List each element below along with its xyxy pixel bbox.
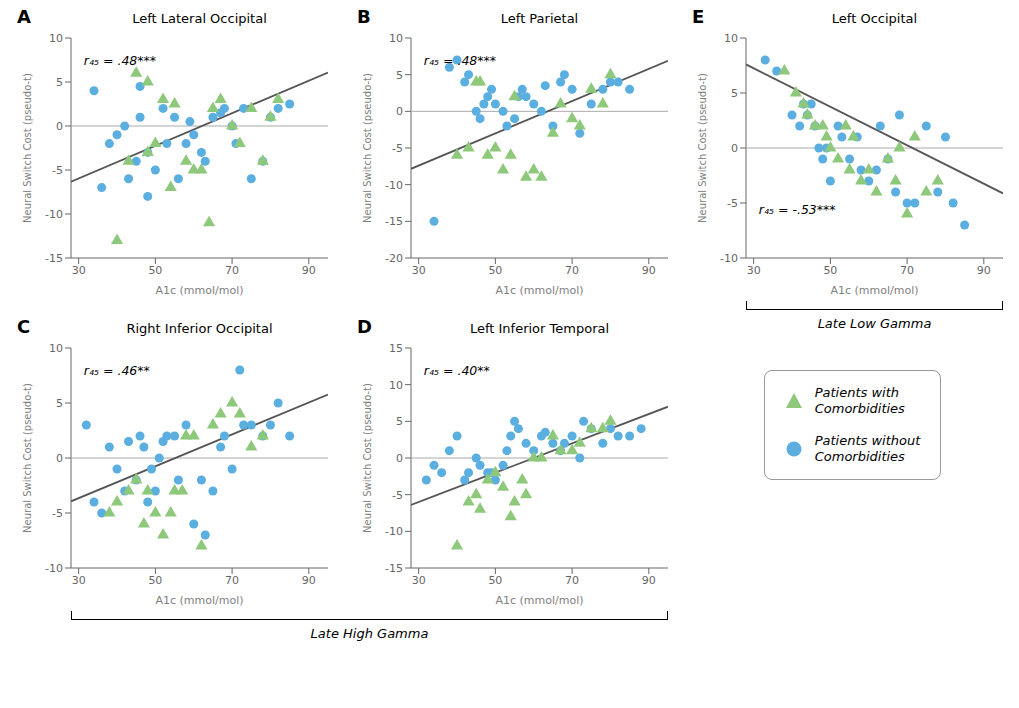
html-text:Left Occipital: Left Occipital (831, 11, 918, 26)
svg-text:-5: -5 (727, 197, 738, 210)
svg-text:10: 10 (724, 32, 738, 45)
html-text:Late Low Gamma: Late Low Gamma (817, 316, 932, 331)
svg-text:30: 30 (72, 574, 86, 587)
svg-text:A1c (mmol/mol): A1c (mmol/mol) (495, 284, 583, 297)
html-text:Left Parietal: Left Parietal (500, 11, 579, 26)
html-text:Left Inferior Temporal: Left Inferior Temporal (469, 321, 610, 336)
svg-text:0: 0 (396, 105, 403, 118)
html-text:Left Lateral Occipital: Left Lateral Occipital (132, 11, 267, 26)
svg-text:Neural Switch Cost (pseudo-t): Neural Switch Cost (pseudo-t) (22, 383, 33, 533)
svg-text:5: 5 (731, 87, 738, 100)
svg-text:5: 5 (56, 76, 63, 89)
svg-text:10: 10 (389, 379, 403, 392)
html-text:r₄₅ = .48***: r₄₅ = .48*** (423, 53, 497, 69)
svg-text:Neural Switch Cost (pseudo-t): Neural Switch Cost (pseudo-t) (362, 383, 373, 533)
svg-text:-5: -5 (392, 142, 403, 155)
svg-text:-20: -20 (385, 252, 403, 265)
html-text:Late High Gamma: Late High Gamma (310, 626, 429, 641)
svg-text:5: 5 (56, 397, 63, 410)
svg-text:15: 15 (389, 342, 403, 355)
html-text:r₄₅ = .46**: r₄₅ = .46** (83, 363, 150, 379)
svg-text:50: 50 (488, 264, 502, 277)
svg-text:-15: -15 (45, 252, 63, 265)
svg-text:-15: -15 (385, 215, 403, 228)
svg-text:50: 50 (148, 264, 162, 277)
html-text:C: C (17, 316, 31, 337)
html-text:r₄₅ = -.53***: r₄₅ = -.53*** (758, 202, 836, 218)
html-text:r₄₅ = .40**: r₄₅ = .40** (423, 363, 490, 379)
svg-text:5: 5 (396, 69, 403, 82)
svg-text:-5: -5 (52, 507, 63, 520)
svg-text:-10: -10 (45, 208, 63, 221)
html-text:B: B (357, 6, 371, 27)
svg-text:30: 30 (747, 264, 761, 277)
svg-text:-15: -15 (385, 562, 403, 575)
svg-text:50: 50 (823, 264, 837, 277)
svg-text:30: 30 (412, 574, 426, 587)
svg-text:90: 90 (302, 264, 316, 277)
svg-text:-10: -10 (45, 562, 63, 575)
svg-text:0: 0 (56, 452, 63, 465)
svg-text:0: 0 (56, 120, 63, 133)
svg-text:30: 30 (412, 264, 426, 277)
svg-text:70: 70 (565, 574, 579, 587)
svg-text:A1c (mmol/mol): A1c (mmol/mol) (495, 594, 583, 607)
svg-text:30: 30 (72, 264, 86, 277)
svg-text:-5: -5 (392, 489, 403, 502)
svg-text:-10: -10 (385, 179, 403, 192)
svg-text:70: 70 (900, 264, 914, 277)
svg-text:5: 5 (396, 415, 403, 428)
svg-text:A1c (mmol/mol): A1c (mmol/mol) (830, 284, 918, 297)
svg-text:50: 50 (148, 574, 162, 587)
svg-text:10: 10 (49, 32, 63, 45)
html-text:E: E (692, 6, 705, 27)
svg-text:Neural Switch Cost (pseudo-t): Neural Switch Cost (pseudo-t) (362, 73, 373, 223)
svg-text:-10: -10 (385, 525, 403, 538)
svg-text:A1c (mmol/mol): A1c (mmol/mol) (155, 594, 243, 607)
svg-text:0: 0 (731, 142, 738, 155)
svg-text:10: 10 (49, 342, 63, 355)
html-text:Right Inferior Occipital: Right Inferior Occipital (126, 321, 273, 336)
svg-text:90: 90 (302, 574, 316, 587)
svg-text:90: 90 (642, 574, 656, 587)
svg-text:A1c (mmol/mol): A1c (mmol/mol) (155, 284, 243, 297)
svg-text:70: 70 (225, 264, 239, 277)
svg-text:70: 70 (565, 264, 579, 277)
html-text:Patients without Comorbidities: Patients without Comorbidities (814, 433, 921, 464)
html-text:A: A (17, 6, 31, 27)
svg-text:-10: -10 (720, 252, 738, 265)
svg-text:70: 70 (225, 574, 239, 587)
svg-text:Neural Switch Cost (pseudo-t): Neural Switch Cost (pseudo-t) (697, 73, 708, 223)
svg-text:90: 90 (642, 264, 656, 277)
svg-text:90: 90 (977, 264, 991, 277)
svg-text:0: 0 (396, 452, 403, 465)
svg-text:10: 10 (389, 32, 403, 45)
html-text:D: D (357, 316, 372, 337)
html-text:Patients with Comorbidities: Patients with Comorbidities (814, 385, 905, 416)
svg-text:Neural Switch Cost (pseudo-t): Neural Switch Cost (pseudo-t) (22, 73, 33, 223)
svg-text:-5: -5 (52, 164, 63, 177)
html-text:r₄₅ = .48***: r₄₅ = .48*** (83, 53, 157, 69)
svg-text:50: 50 (488, 574, 502, 587)
